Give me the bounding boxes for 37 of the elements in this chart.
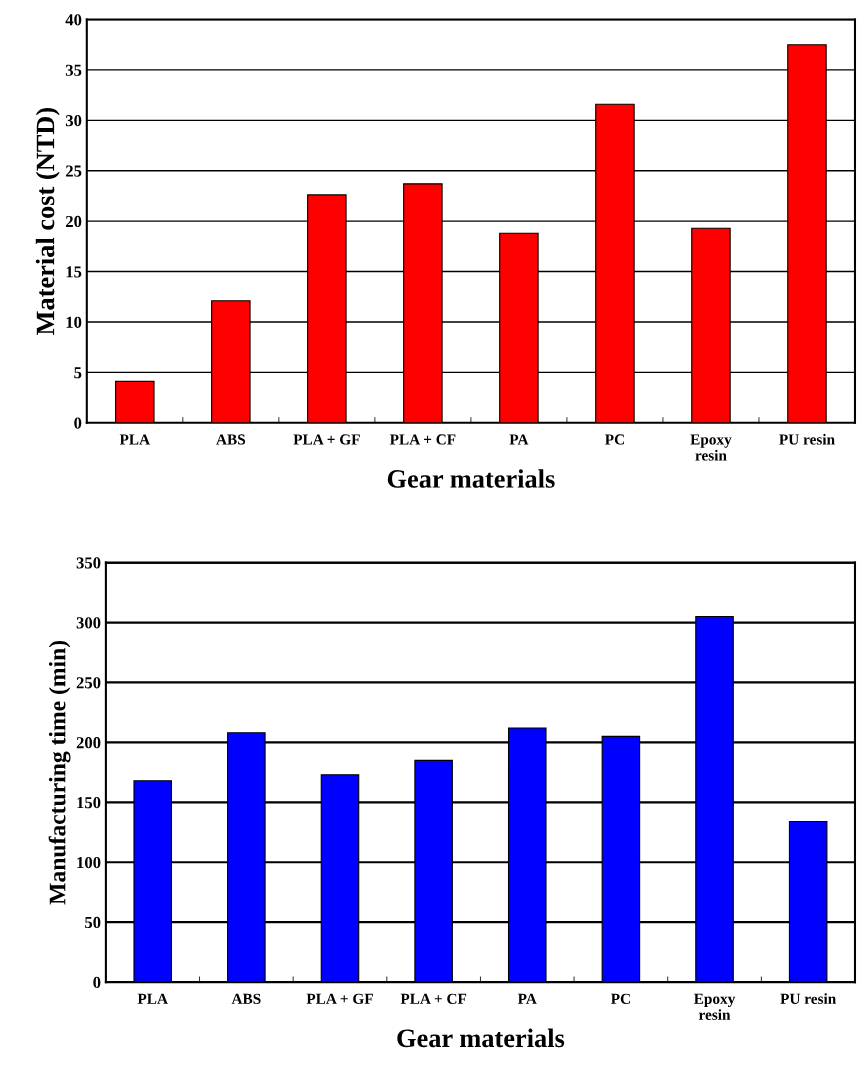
y-tick-label: 25 [65,165,82,177]
y-tick-label: 20 [65,215,82,228]
x-tick-label: Epoxy resin [693,993,736,1020]
y-axis-title: Material cost (NTD) [35,107,60,335]
x-tick-label: ABS [231,993,261,1004]
y-tick-label: 30 [65,115,82,127]
x-tick-label: ABS [216,434,246,445]
y-tick-label: 100 [77,856,101,869]
x-tick-label: PLA + CF [389,434,456,445]
y-tick-label: 200 [76,737,101,749]
y-tick-label: 40 [65,14,82,26]
x-axis-title: Gear materials [397,1028,565,1048]
y-tick-label: 15 [66,266,82,278]
x-tick-label: PC [610,993,630,1004]
y-tick-label: 5 [74,367,82,379]
x-tick-label: PLA [119,434,150,445]
y-tick-label: 0 [74,417,82,429]
x-tick-label: PA [509,434,529,445]
x-tick-label: PLA + GF [293,434,360,445]
x-tick-label: PU resin [780,993,837,1004]
x-axis-title: Gear materials [387,469,555,488]
x-tick-label: PLA + GF [306,993,373,1004]
x-tick-label: PA [517,993,537,1004]
y-tick-label: 50 [85,916,101,929]
x-tick-label: Epoxy resin [690,434,732,461]
y-tick-label: 350 [76,557,101,569]
y-axis-title: Manufacturing time (min) [48,640,71,905]
y-tick-label: 250 [76,677,101,689]
y-tick-label: 0 [93,976,101,989]
x-tick-label: PLA + CF [400,993,467,1004]
y-tick-label: 10 [66,316,82,328]
y-tick-label: 300 [76,617,101,629]
y-tick-label: 35 [65,64,82,76]
x-tick-label: PLA [137,993,168,1004]
y-tick-label: 150 [77,797,101,809]
x-tick-label: PU resin [779,433,835,445]
x-tick-label: PC [605,434,624,445]
